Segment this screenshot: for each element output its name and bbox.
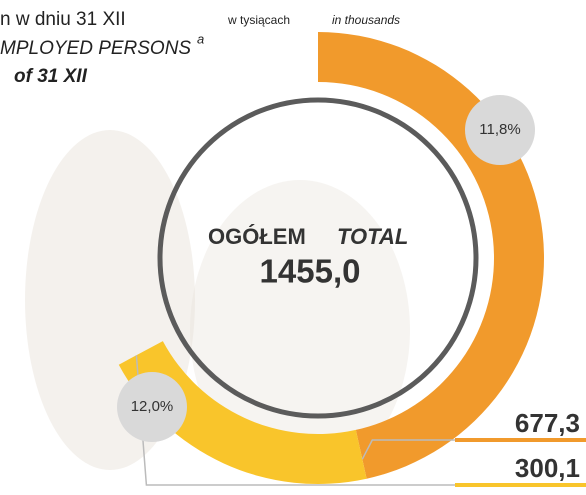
value-label: 677,3 [515, 408, 580, 438]
title-superscript: a [197, 31, 204, 46]
title-line: MPLOYED PERSONS [0, 38, 191, 59]
share-label: 12,0% [131, 398, 174, 415]
title-line: n w dniu 31 XII [0, 9, 126, 30]
share-badge [465, 95, 535, 165]
donut-segment [118, 341, 367, 484]
leader-line [361, 439, 455, 460]
value-label: 300,1 [515, 453, 580, 483]
unit-pl: w tysiącach [227, 13, 290, 27]
total-label-en: TOTAL [337, 224, 408, 249]
unit-en: in thousands [332, 13, 400, 27]
total-label-pl: OGÓŁEM [208, 224, 306, 249]
center-ring [157, 97, 479, 419]
share-label: 11,8% [479, 121, 520, 138]
title-line: of 31 XII [14, 66, 88, 87]
share-badge [117, 372, 187, 442]
total-value: 1455,0 [260, 253, 361, 290]
